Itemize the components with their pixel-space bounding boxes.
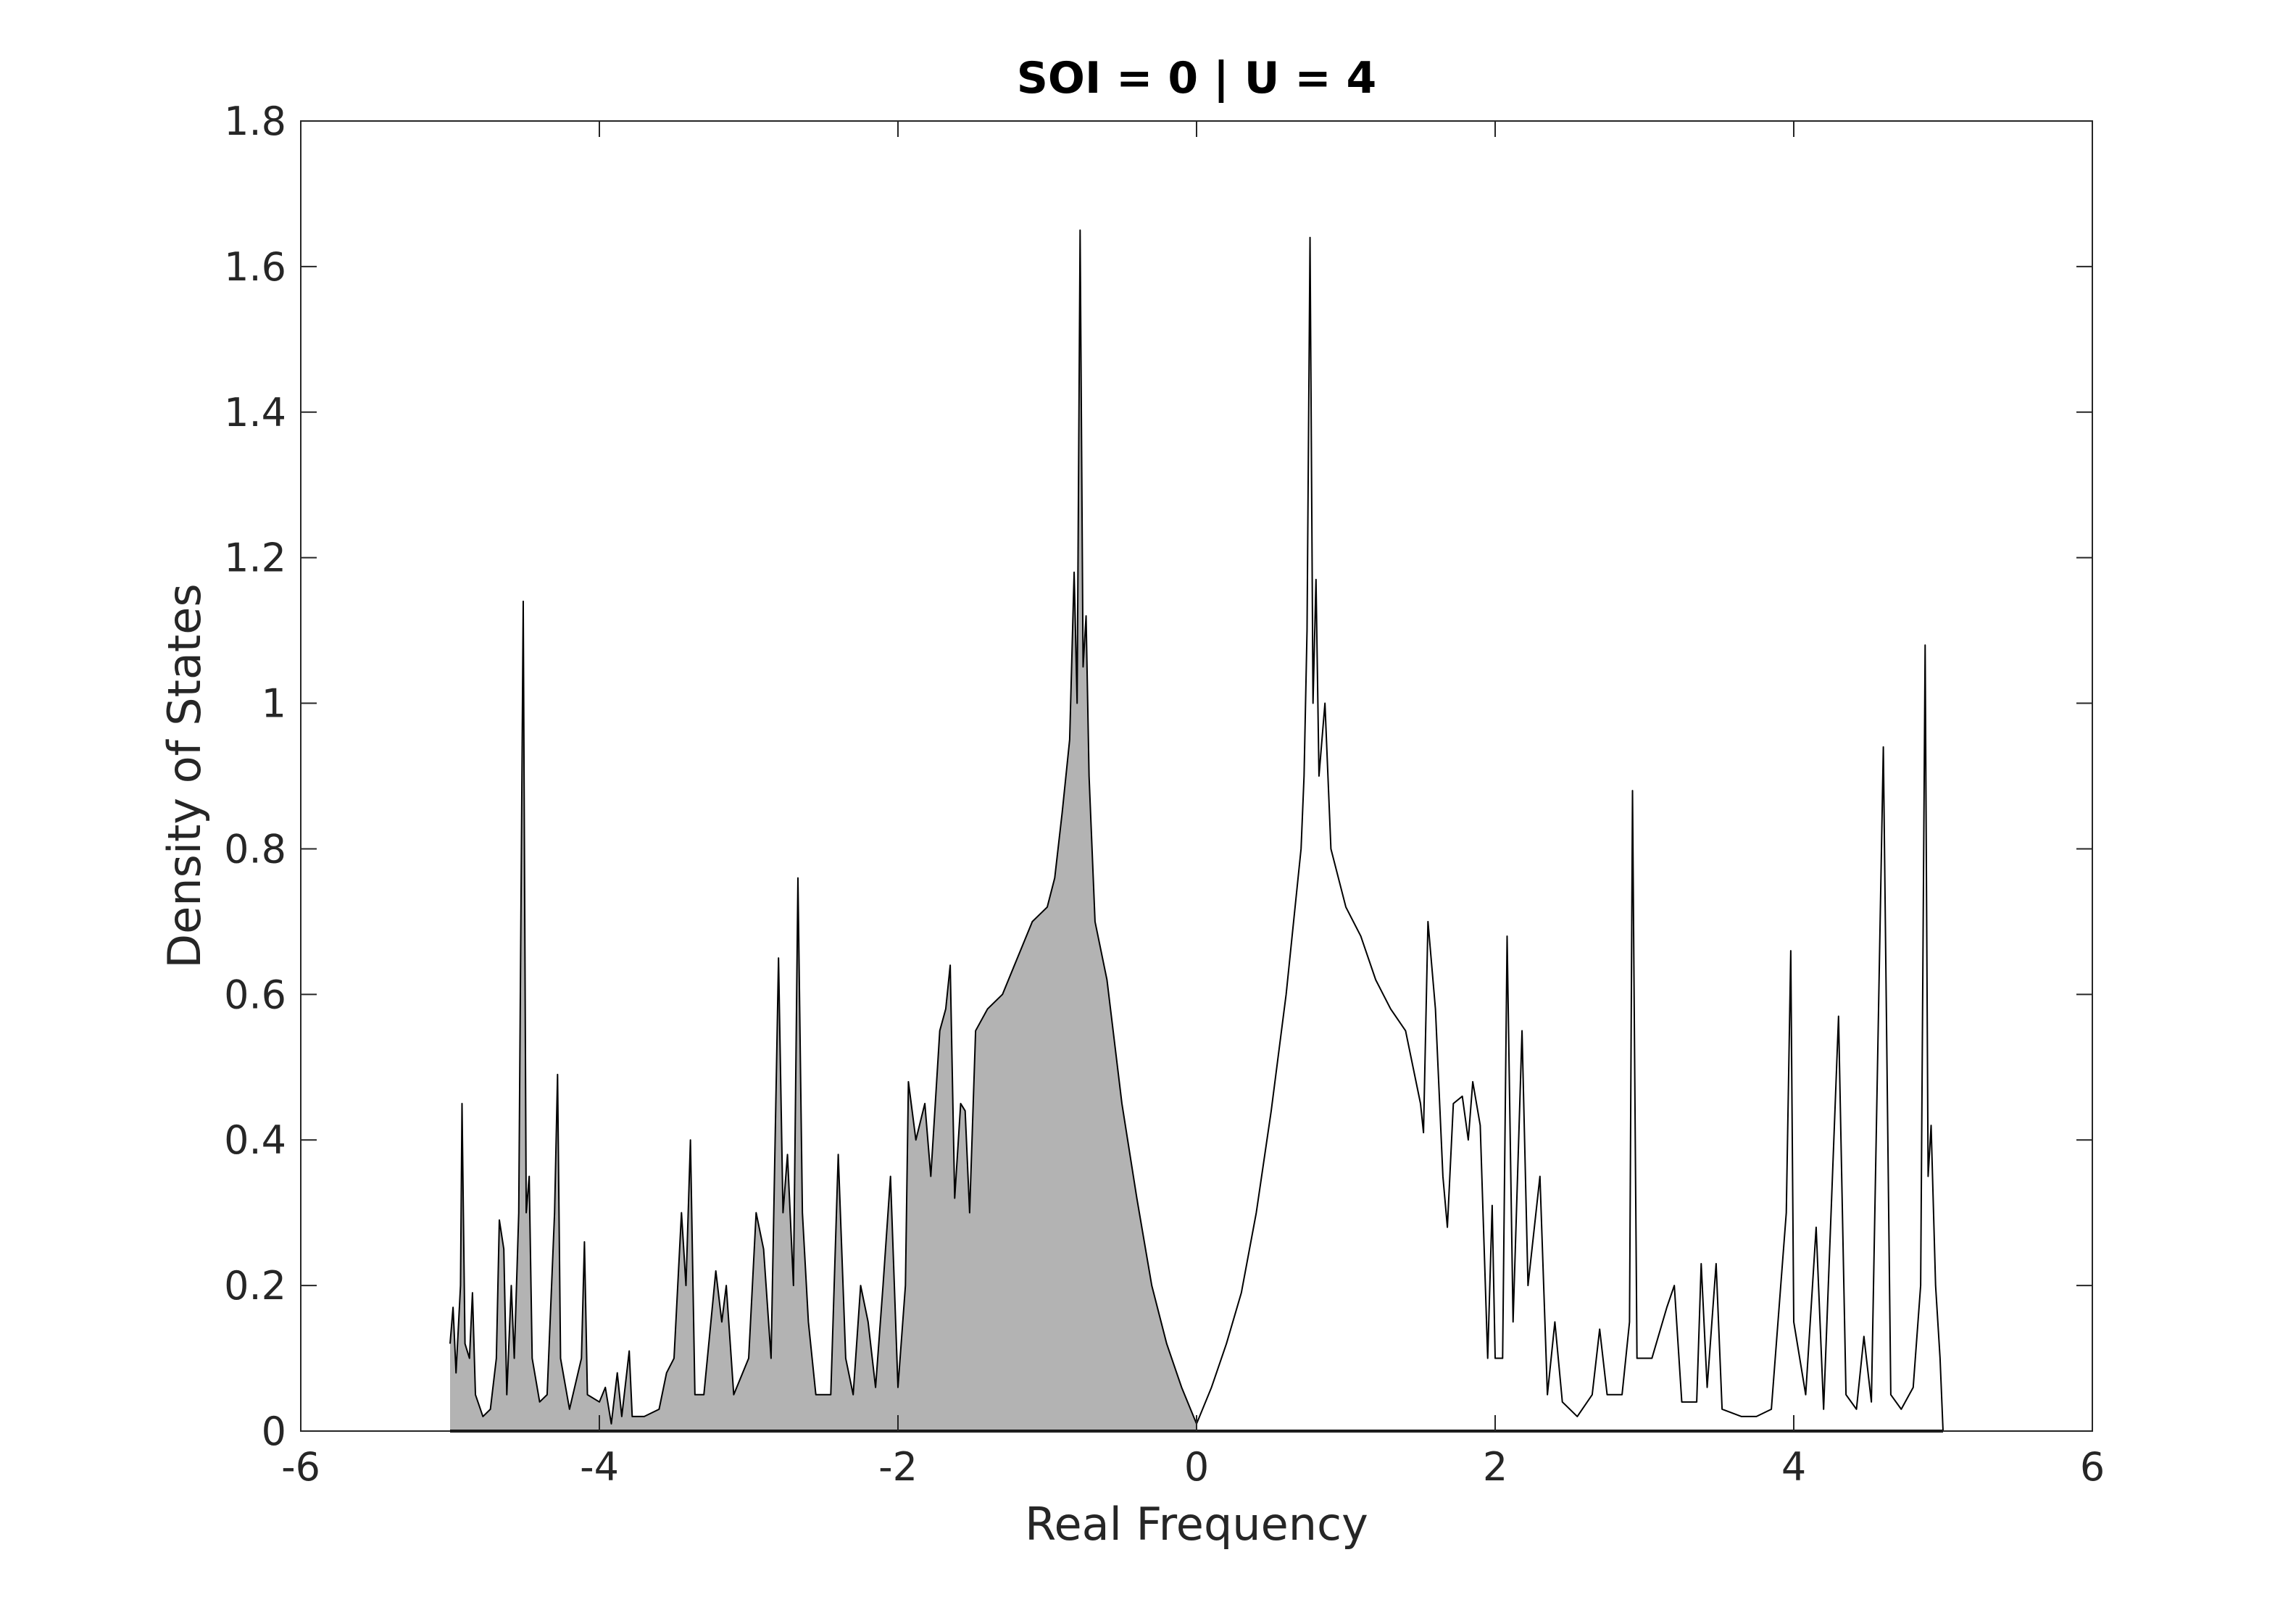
y-tick-label: 1.8: [224, 99, 286, 144]
y-tick-label: 0.6: [224, 972, 286, 1017]
y-tick-label: 1: [262, 681, 286, 727]
x-tick-label: 2: [1483, 1444, 1507, 1490]
x-tick-label: 0: [1184, 1444, 1209, 1490]
x-tick-label: 4: [1781, 1444, 1806, 1490]
x-tick-label: -4: [580, 1444, 619, 1490]
dos-line: [449, 229, 1944, 1432]
y-axis-label: Density of States: [158, 583, 211, 968]
y-tick-label: 0.2: [224, 1263, 286, 1309]
y-tick-label: 1.4: [224, 390, 286, 435]
chart-title: SOI = 0 | U = 4: [1017, 53, 1377, 104]
filled-area: [450, 230, 1197, 1432]
x-axis-label: Real Frequency: [1025, 1498, 1368, 1551]
y-tick-label: 1.2: [224, 535, 286, 581]
y-tick-label: 0.8: [224, 826, 286, 872]
x-tick-label: -2: [878, 1444, 918, 1490]
x-tick-label: 6: [2080, 1444, 2105, 1490]
y-tick-label: 0.4: [224, 1117, 286, 1163]
y-tick-label: 0: [262, 1409, 286, 1454]
y-tick-label: 1.6: [224, 244, 286, 290]
x-tick-label: -6: [281, 1444, 320, 1490]
